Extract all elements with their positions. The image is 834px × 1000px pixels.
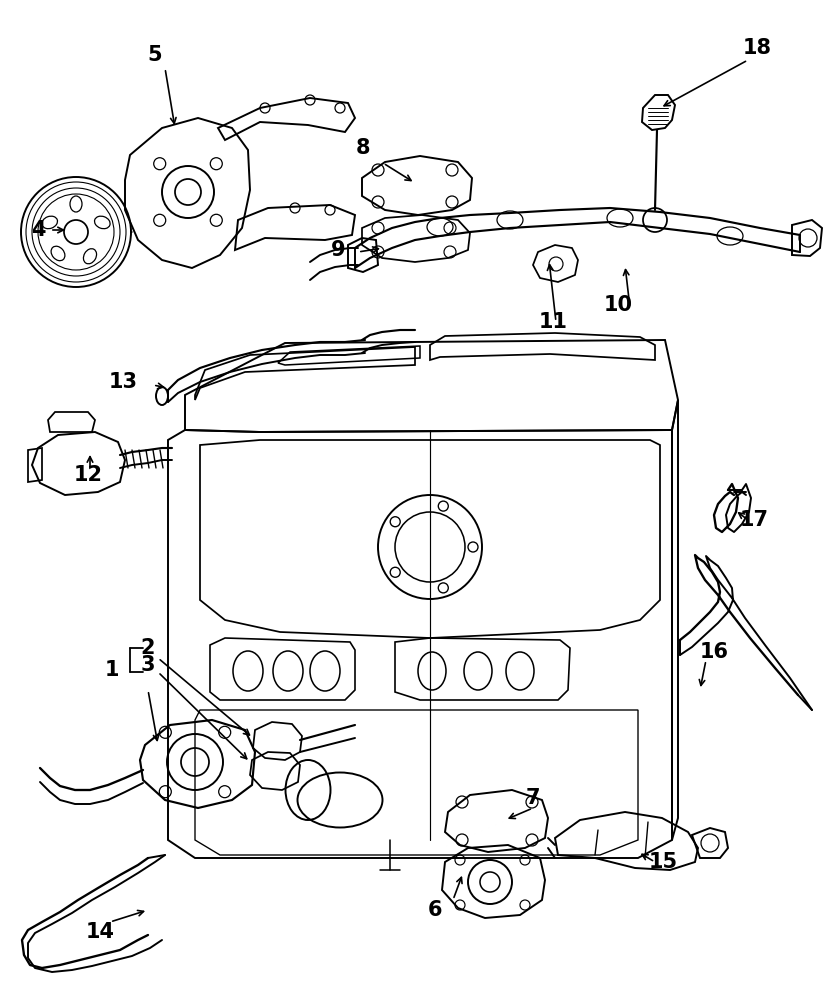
Text: 14: 14 bbox=[86, 922, 114, 942]
Text: 18: 18 bbox=[742, 38, 771, 58]
Text: 7: 7 bbox=[525, 788, 540, 808]
Text: 17: 17 bbox=[740, 510, 768, 530]
Text: 5: 5 bbox=[148, 45, 163, 65]
Text: 10: 10 bbox=[604, 295, 632, 315]
Text: 1: 1 bbox=[105, 660, 119, 680]
Text: 15: 15 bbox=[649, 852, 677, 872]
Text: 13: 13 bbox=[108, 372, 138, 392]
Text: 6: 6 bbox=[428, 900, 442, 920]
Text: 4: 4 bbox=[31, 220, 45, 240]
Text: 11: 11 bbox=[539, 312, 567, 332]
Text: 8: 8 bbox=[356, 138, 370, 158]
Text: 3: 3 bbox=[141, 655, 155, 675]
Text: 9: 9 bbox=[331, 240, 345, 260]
Text: 12: 12 bbox=[73, 465, 103, 485]
Text: 16: 16 bbox=[700, 642, 729, 662]
Text: 2: 2 bbox=[141, 638, 155, 658]
